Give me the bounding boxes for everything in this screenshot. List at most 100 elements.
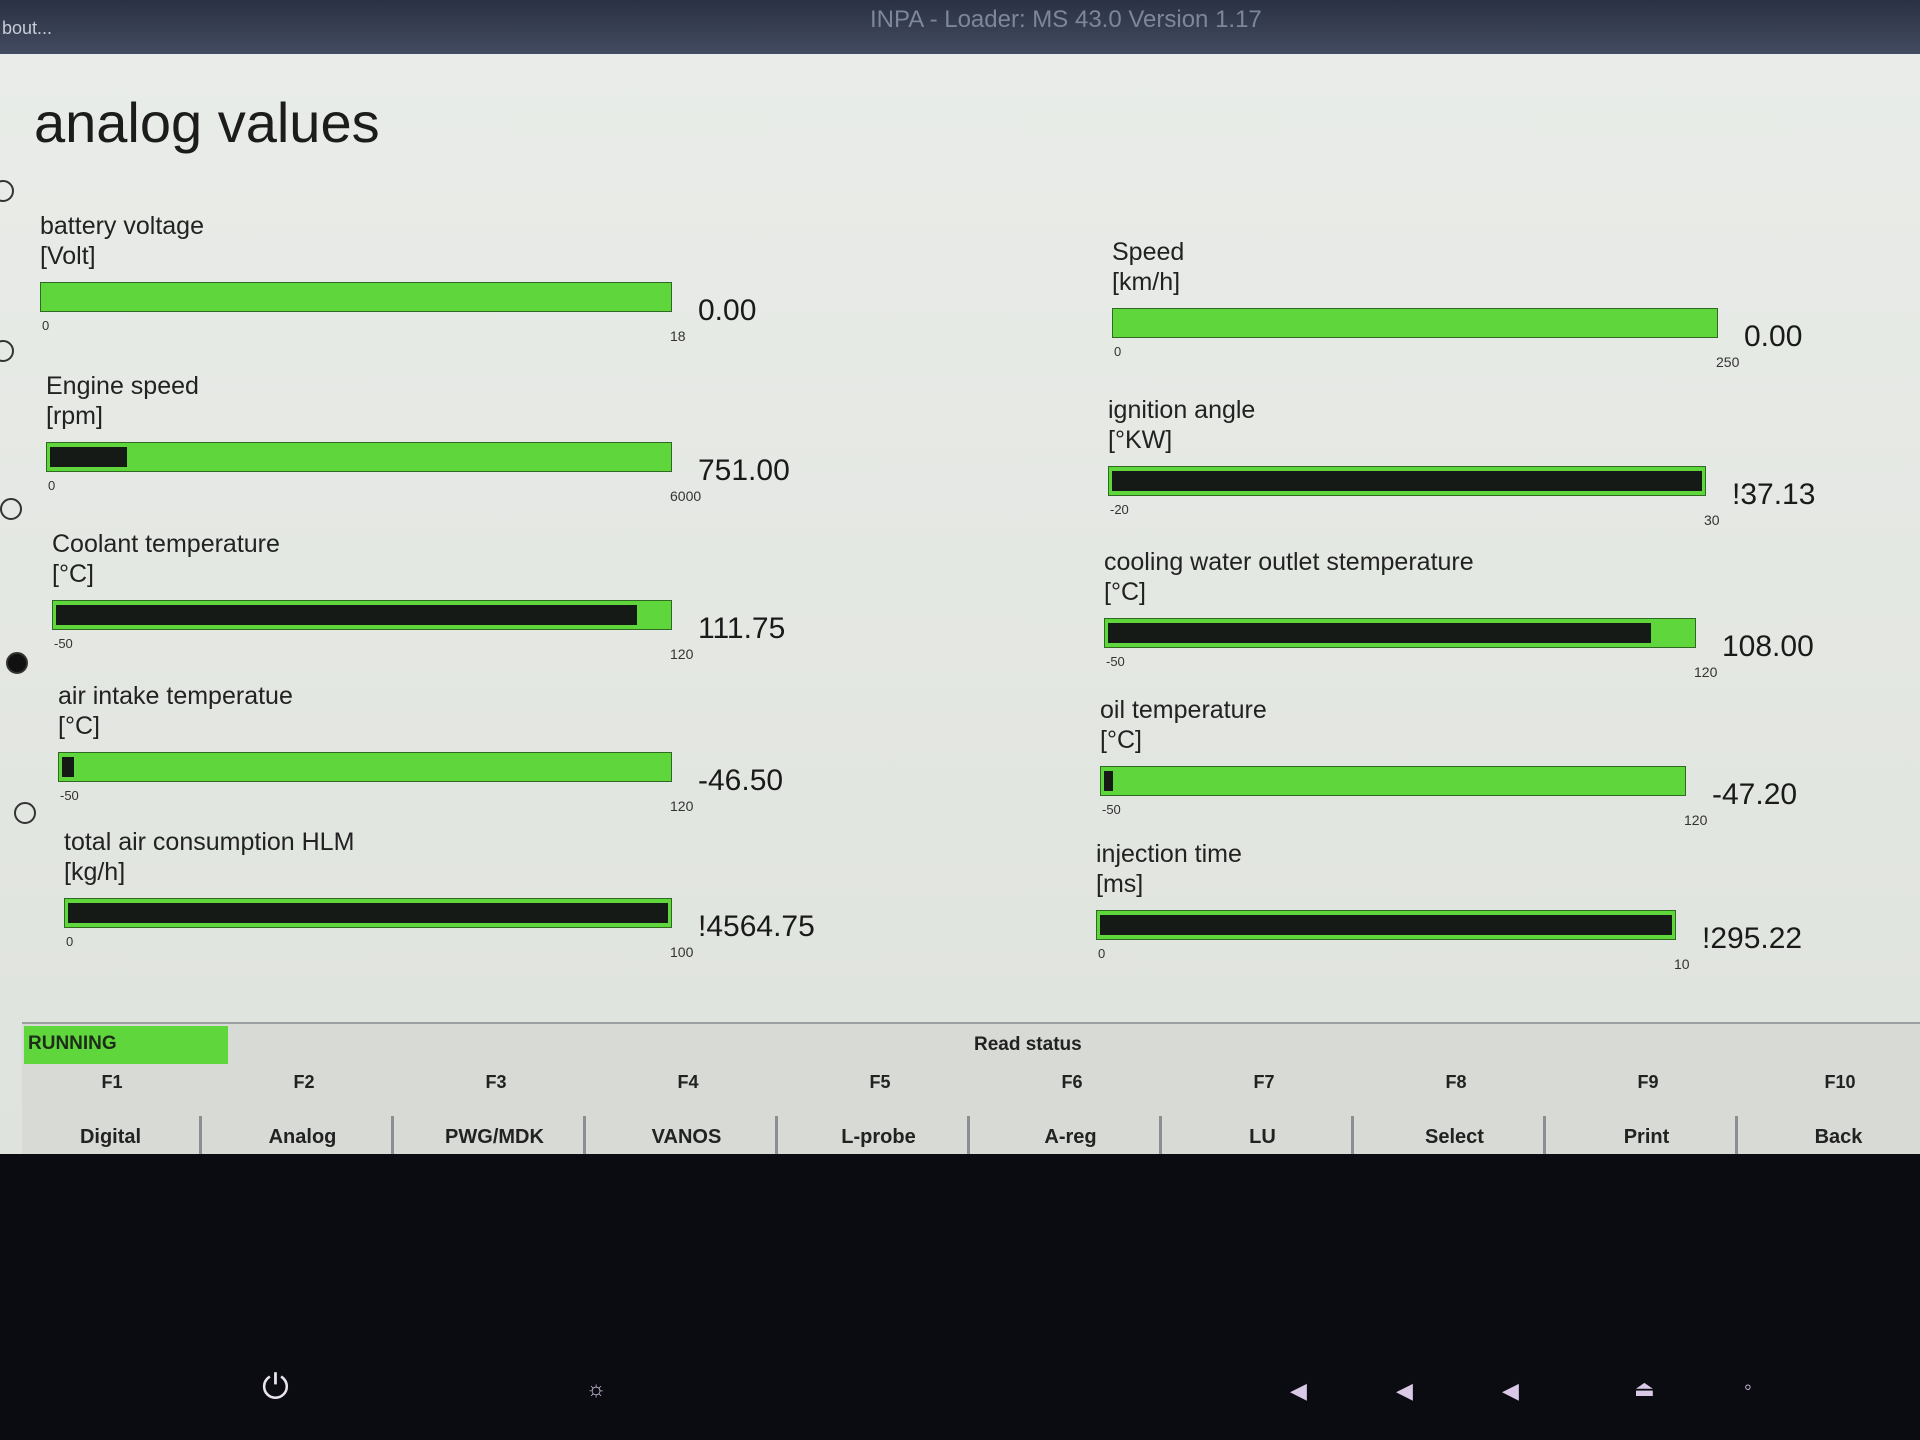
gauge: Speed [km/h] 0 250 0.00 [1112, 238, 1912, 388]
gauge-label: Engine speed [46, 372, 199, 400]
fkey-f10[interactable]: F10 Back [1750, 1064, 1920, 1164]
radio-button-selected[interactable] [6, 652, 28, 674]
fkey-code: F10 [1824, 1072, 1856, 1092]
radio-button[interactable] [0, 180, 14, 202]
eject-icon: ⏏ [1634, 1376, 1655, 1401]
fkey-code: F9 [1637, 1072, 1659, 1092]
gauge: injection time [ms] 0 10 !295.22 [1096, 840, 1896, 990]
gauge: battery voltage [Volt] 0 18 0.00 [40, 212, 840, 362]
gauge-min: 0 [1114, 344, 1122, 359]
gauge-value: !295.22 [1702, 922, 1803, 955]
fkey-f7[interactable]: F7 LU [1174, 1064, 1354, 1164]
gauge-label: cooling water outlet stemperature [1104, 548, 1474, 576]
fkey-f8[interactable]: F8 Select [1366, 1064, 1546, 1164]
fkey-code: F8 [1445, 1072, 1467, 1092]
gauge: air intake temperatue [°C] -50 120 -46.50 [58, 682, 858, 832]
gauge-bar-fill [62, 757, 74, 777]
gauge-min: -50 [54, 636, 73, 651]
fkey-f9[interactable]: F9 Print [1558, 1064, 1738, 1164]
gauge-max: 100 [670, 944, 694, 960]
fkey-f2[interactable]: F2 Analog [214, 1064, 394, 1164]
gauge-max: 6000 [670, 488, 702, 504]
gauge-max: 250 [1716, 354, 1740, 370]
gauge-bar [1108, 466, 1706, 496]
gauge-bar-fill [50, 447, 127, 467]
gauge-value: 108.00 [1722, 630, 1814, 663]
fkey-f3[interactable]: F3 PWG/MDK [406, 1064, 586, 1164]
gauge-min: 0 [66, 934, 74, 949]
gauge-unit: [°C] [1100, 726, 1142, 754]
volume-up-icon: ◀ [1502, 1378, 1519, 1403]
title-bar: bout... INPA - Loader: MS 43.0 Version 1… [0, 0, 1920, 54]
gauge-bar [1100, 766, 1686, 796]
gauge-max: 120 [670, 646, 694, 662]
fkey-code: F6 [1061, 1072, 1083, 1092]
gauge-min: -50 [1102, 802, 1121, 817]
gauge-max: 120 [1694, 664, 1718, 680]
window-title: INPA - Loader: MS 43.0 Version 1.17 [870, 6, 1262, 33]
gauge-label: air intake temperatue [58, 682, 293, 710]
gauge-bar-fill [1104, 771, 1113, 791]
gauge-value: 111.75 [698, 612, 786, 645]
gauge-min: 0 [48, 478, 56, 493]
fkey-f6[interactable]: F6 A-reg [982, 1064, 1162, 1164]
fkey-f1[interactable]: F1 Digital [22, 1064, 202, 1164]
gauge-max: 120 [1684, 812, 1708, 828]
gauge-label: oil temperature [1100, 696, 1267, 724]
gauge-unit: [km/h] [1112, 268, 1181, 296]
gauge-bar-fill [1112, 471, 1702, 491]
fkey-code: F7 [1253, 1072, 1275, 1092]
gauge-bar-fill [68, 903, 668, 923]
gauge-bar-fill [1108, 623, 1651, 643]
gauge: cooling water outlet stemperature [°C] -50… [1104, 548, 1904, 698]
gauge-label: ignition angle [1108, 396, 1256, 424]
gauge: oil temperature [°C] -50 120 -47.20 [1100, 696, 1900, 846]
menu-about[interactable]: bout... [2, 18, 53, 38]
gauge: Engine speed [rpm] 0 6000 751.00 [46, 372, 846, 522]
gauge-max: 30 [1704, 512, 1720, 528]
monitor-bezel [0, 1154, 1920, 1440]
gauge-label: Coolant temperature [52, 530, 280, 558]
gauge-value: 0.00 [698, 294, 757, 327]
gauge-label: Speed [1112, 238, 1185, 266]
gauge-min: 0 [1098, 946, 1106, 961]
gauge-value: 0.00 [1744, 320, 1803, 353]
gauge-max: 10 [1674, 956, 1690, 972]
fkey-code: F2 [293, 1072, 315, 1092]
gauge-bar [52, 600, 672, 630]
gauge: ignition angle [°KW] -20 30 !37.13 [1108, 396, 1908, 546]
gauge-value: !4564.75 [698, 910, 815, 943]
fkey-f4[interactable]: F4 VANOS [598, 1064, 778, 1164]
radio-button[interactable] [0, 340, 14, 362]
mute-icon: ◀ [1290, 1378, 1307, 1403]
fkey-code: F4 [677, 1072, 699, 1092]
gauge-max: 18 [670, 328, 686, 344]
gauge-value: -46.50 [698, 764, 784, 797]
gauge-label: injection time [1096, 840, 1242, 868]
gauge-bar [58, 752, 672, 782]
gauge-unit: [rpm] [46, 402, 103, 430]
brightness-icon: ☼ [586, 1376, 607, 1401]
radio-button[interactable] [14, 802, 36, 824]
gauge-value: !37.13 [1732, 478, 1816, 511]
gauge-min: -20 [1110, 502, 1129, 517]
gauge-min: -50 [1106, 654, 1125, 669]
gauge-unit: [°C] [52, 560, 94, 588]
fkey-f5[interactable]: F5 L-probe [790, 1064, 970, 1164]
gauge-bar [1096, 910, 1676, 940]
read-status-label: Read status [974, 1034, 1082, 1055]
gauge-min: 0 [42, 318, 50, 333]
gauge-max: 120 [670, 798, 694, 814]
gauge-value: 751.00 [698, 454, 790, 487]
gauge-label: total air consumption HLM [64, 828, 355, 856]
gauge-unit: [°C] [1104, 578, 1146, 606]
gauge-bar-fill [1100, 915, 1672, 935]
radio-button[interactable] [0, 498, 22, 520]
power-icon: ⏻ [262, 1368, 289, 1406]
main-window: analog values battery voltage [Volt] 0 18 0.… [0, 54, 1920, 1200]
gauge: Coolant temperature [°C] -50 120 111.75 [52, 530, 852, 680]
gauge-value: -47.20 [1712, 778, 1798, 811]
volume-down-icon: ◀ [1396, 1378, 1413, 1403]
gauge-bar [64, 898, 672, 928]
gauge-unit: [°C] [58, 712, 100, 740]
